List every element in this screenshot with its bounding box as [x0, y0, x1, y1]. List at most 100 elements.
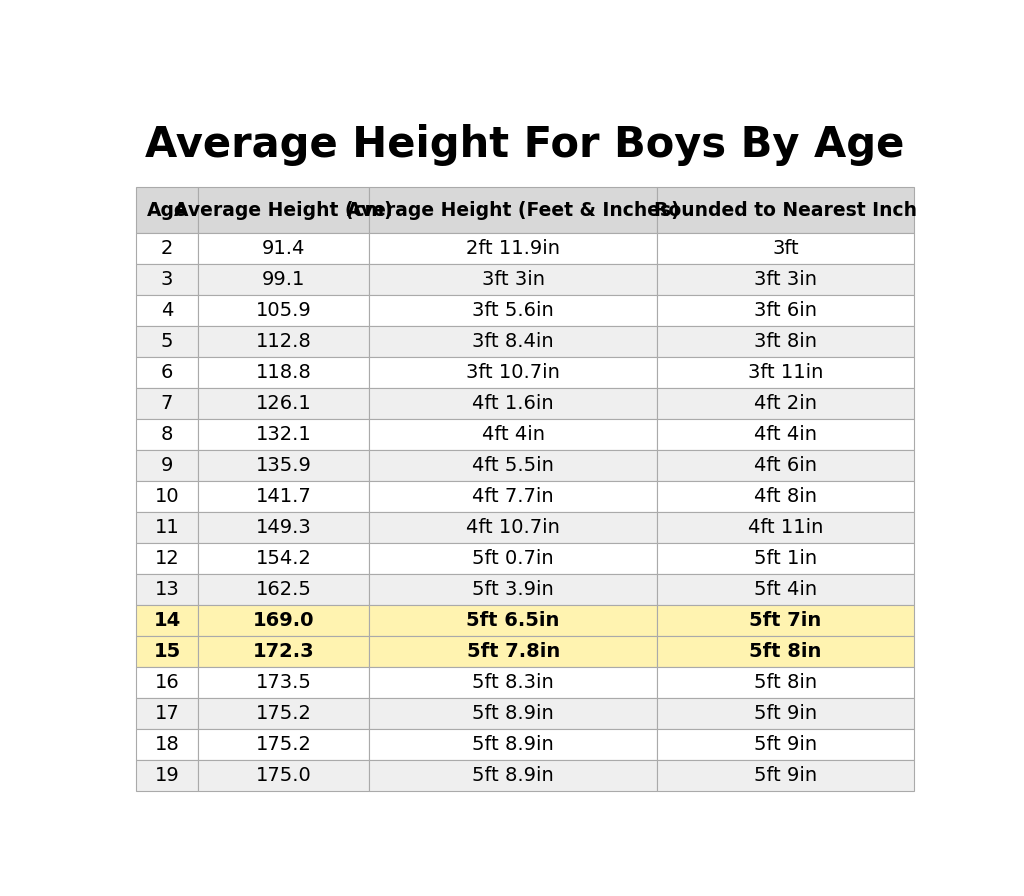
Text: 5ft 7.8in: 5ft 7.8in [467, 642, 560, 660]
Bar [370, 698, 657, 728]
Bar [199, 295, 370, 326]
Bar [199, 760, 370, 790]
Text: 99.1: 99.1 [262, 271, 305, 289]
Text: 4ft 6in: 4ft 6in [754, 456, 817, 475]
Text: 132.1: 132.1 [256, 425, 311, 444]
Bar [657, 573, 913, 605]
Bar [199, 233, 370, 264]
Text: 3: 3 [161, 271, 173, 289]
Text: 175.2: 175.2 [256, 735, 311, 754]
Bar [370, 512, 657, 543]
Text: 162.5: 162.5 [256, 580, 311, 599]
Bar [370, 728, 657, 760]
Text: 10: 10 [155, 487, 179, 506]
Bar [199, 419, 370, 450]
Bar [136, 326, 199, 358]
Bar [136, 233, 199, 264]
Text: 4ft 10.7in: 4ft 10.7in [466, 518, 560, 537]
Bar [370, 760, 657, 790]
Text: 5ft 1in: 5ft 1in [754, 549, 817, 568]
Bar [657, 512, 913, 543]
Text: 14: 14 [154, 611, 180, 630]
Text: 15: 15 [154, 642, 180, 660]
Text: Average Height For Boys By Age: Average Height For Boys By Age [145, 125, 904, 167]
Bar [136, 295, 199, 326]
Bar [370, 295, 657, 326]
Bar [136, 512, 199, 543]
Bar [199, 481, 370, 512]
Bar [370, 419, 657, 450]
Text: 8: 8 [161, 425, 173, 444]
Text: 5ft 0.7in: 5ft 0.7in [472, 549, 554, 568]
Bar [199, 667, 370, 698]
Bar [657, 233, 913, 264]
Bar [136, 388, 199, 419]
Text: 91.4: 91.4 [262, 239, 305, 258]
Text: 2: 2 [161, 239, 173, 258]
Bar [657, 760, 913, 790]
Text: 154.2: 154.2 [256, 549, 311, 568]
Bar [657, 326, 913, 358]
Text: 135.9: 135.9 [256, 456, 311, 475]
Bar [370, 573, 657, 605]
Bar [136, 698, 199, 728]
Text: 5ft 9in: 5ft 9in [754, 765, 817, 785]
Text: Rounded to Nearest Inch: Rounded to Nearest Inch [654, 201, 916, 220]
Bar [370, 326, 657, 358]
Bar [136, 573, 199, 605]
Text: 7: 7 [161, 394, 173, 413]
Bar [136, 187, 199, 233]
Text: 126.1: 126.1 [256, 394, 311, 413]
Bar [199, 728, 370, 760]
Bar [199, 450, 370, 481]
Text: 3ft 8in: 3ft 8in [754, 332, 817, 351]
Text: 3ft 10.7in: 3ft 10.7in [466, 363, 560, 382]
Bar [136, 450, 199, 481]
Text: 5ft 8in: 5ft 8in [750, 642, 821, 660]
Bar [657, 450, 913, 481]
Text: 4ft 11in: 4ft 11in [748, 518, 823, 537]
Bar [199, 573, 370, 605]
Bar [657, 388, 913, 419]
Bar [657, 543, 913, 573]
Bar [136, 264, 199, 295]
Bar [370, 450, 657, 481]
Bar [657, 698, 913, 728]
Text: 9: 9 [161, 456, 173, 475]
Bar [136, 605, 199, 636]
Text: 3ft 8.4in: 3ft 8.4in [472, 332, 554, 351]
Text: 175.0: 175.0 [256, 765, 311, 785]
Text: 118.8: 118.8 [256, 363, 311, 382]
Text: 3ft: 3ft [772, 239, 799, 258]
Bar [657, 605, 913, 636]
Text: 5ft 4in: 5ft 4in [754, 580, 817, 599]
Bar [370, 667, 657, 698]
Text: 5ft 9in: 5ft 9in [754, 703, 817, 723]
Text: 5ft 8.9in: 5ft 8.9in [472, 703, 554, 723]
Bar [136, 728, 199, 760]
Bar [370, 358, 657, 388]
Text: 5: 5 [161, 332, 173, 351]
Text: 3ft 5.6in: 3ft 5.6in [472, 301, 554, 320]
Bar [657, 636, 913, 667]
Text: 5ft 8in: 5ft 8in [754, 673, 817, 692]
Text: 4ft 2in: 4ft 2in [754, 394, 817, 413]
Text: 4ft 8in: 4ft 8in [754, 487, 817, 506]
Text: 5ft 8.9in: 5ft 8.9in [472, 735, 554, 754]
Bar [370, 264, 657, 295]
Bar [370, 233, 657, 264]
Text: 112.8: 112.8 [256, 332, 311, 351]
Bar [657, 419, 913, 450]
Bar [370, 605, 657, 636]
Bar [136, 667, 199, 698]
Text: 16: 16 [155, 673, 179, 692]
Bar [199, 326, 370, 358]
Bar [657, 187, 913, 233]
Text: 5ft 3.9in: 5ft 3.9in [472, 580, 554, 599]
Bar [370, 388, 657, 419]
Text: 4ft 4in: 4ft 4in [754, 425, 817, 444]
Text: 5ft 7in: 5ft 7in [750, 611, 821, 630]
Bar [657, 728, 913, 760]
Text: 5ft 8.3in: 5ft 8.3in [472, 673, 554, 692]
Text: 5ft 6.5in: 5ft 6.5in [467, 611, 560, 630]
